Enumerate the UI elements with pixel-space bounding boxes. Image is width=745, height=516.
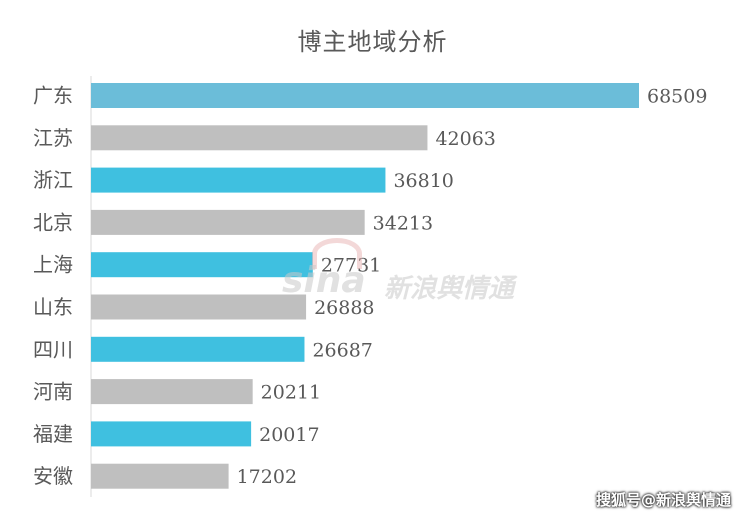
category-label: 江苏	[33, 126, 73, 150]
category-label: 浙江	[33, 168, 73, 192]
watermark-text: 新浪舆情通	[384, 274, 515, 304]
data-label: 20017	[259, 424, 319, 446]
data-label: 68509	[647, 86, 707, 108]
data-label: 36810	[393, 170, 453, 192]
category-label: 福建	[33, 422, 73, 446]
watermark-logo: sina	[282, 260, 366, 301]
data-label: 34213	[373, 212, 433, 234]
bar-0	[91, 83, 639, 108]
bar-4	[91, 252, 313, 278]
sina-watermark: sina 新浪舆情通	[282, 238, 582, 308]
bar-9	[91, 463, 229, 489]
bar-3	[91, 209, 365, 235]
footer-watermark: 搜狐号@新浪舆情通	[595, 491, 731, 509]
category-label: 广东	[33, 84, 73, 108]
chart-title: 博主地域分析	[297, 28, 448, 56]
sina-eye-icon	[312, 238, 362, 269]
category-label: 河南	[33, 380, 73, 404]
category-label: 北京	[33, 210, 73, 234]
data-label: 26687	[312, 339, 372, 361]
category-label: 安徽	[33, 464, 73, 488]
bar-6	[91, 336, 305, 362]
category-label: 山东	[33, 295, 73, 319]
data-label: 20211	[261, 382, 321, 404]
category-label: 上海	[33, 253, 73, 277]
bar-7	[91, 379, 253, 405]
bar-2	[91, 167, 386, 193]
bar-8	[91, 421, 252, 447]
data-label: 26888	[314, 297, 374, 319]
data-label: 42063	[435, 128, 495, 150]
bar-1	[91, 125, 428, 151]
data-label: 17202	[237, 466, 297, 488]
category-label: 四川	[33, 337, 73, 361]
bar-5	[91, 294, 307, 320]
